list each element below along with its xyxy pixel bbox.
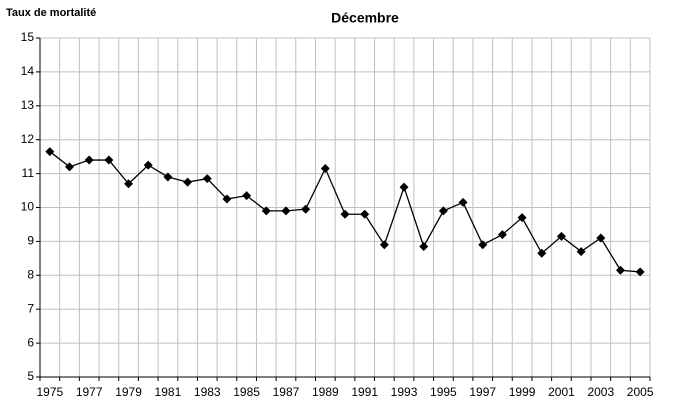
data-marker: [143, 160, 153, 170]
x-tick-label: 1975: [36, 385, 63, 399]
data-marker: [281, 206, 291, 216]
chart-title: Décembre: [331, 10, 399, 26]
y-tick-label: 7: [27, 301, 34, 315]
data-marker: [635, 267, 645, 277]
data-marker: [556, 231, 566, 241]
y-tick-label: 14: [21, 64, 35, 78]
data-marker: [340, 209, 350, 219]
data-marker: [615, 265, 625, 275]
data-marker: [399, 182, 409, 192]
y-tick-label: 8: [27, 267, 34, 281]
x-tick-label: 1985: [233, 385, 260, 399]
x-tick-label: 1995: [430, 385, 457, 399]
x-tick-label: 1987: [273, 385, 300, 399]
y-tick-label: 9: [27, 234, 34, 248]
y-tick-label: 10: [21, 200, 35, 214]
x-tick-label: 1993: [391, 385, 418, 399]
x-tick-label: 1981: [155, 385, 182, 399]
data-marker: [163, 172, 173, 182]
data-marker: [596, 233, 606, 243]
data-marker: [478, 240, 488, 250]
x-tick-label: 1979: [115, 385, 142, 399]
data-marker: [419, 241, 429, 251]
x-tick-label: 2003: [587, 385, 614, 399]
data-marker: [360, 209, 370, 219]
data-marker: [45, 147, 55, 157]
y-tick-label: 12: [21, 132, 35, 146]
y-tick-label: 11: [22, 166, 35, 180]
x-tick-label: 1983: [194, 385, 221, 399]
x-tick-label: 1977: [76, 385, 103, 399]
data-marker: [183, 177, 193, 187]
data-marker: [202, 174, 212, 184]
data-marker: [261, 206, 271, 216]
data-marker: [65, 162, 75, 172]
x-tick-label: 1991: [351, 385, 378, 399]
data-marker: [84, 155, 94, 165]
y-tick-label: 5: [27, 369, 34, 383]
x-tick-label: 1989: [312, 385, 339, 399]
data-marker: [537, 248, 547, 258]
data-marker: [576, 247, 586, 257]
data-marker: [497, 230, 507, 240]
data-marker: [301, 204, 311, 214]
data-marker: [222, 194, 232, 204]
data-marker: [379, 240, 389, 250]
data-marker: [242, 191, 252, 201]
data-marker: [104, 155, 114, 165]
x-tick-label: 1997: [469, 385, 496, 399]
data-marker: [517, 213, 527, 223]
data-marker: [124, 179, 134, 189]
x-tick-label: 2001: [548, 385, 575, 399]
data-marker: [438, 206, 448, 216]
x-tick-label: 1999: [509, 385, 536, 399]
data-marker: [458, 197, 468, 207]
y-tick-label: 13: [21, 98, 35, 112]
x-tick-label: 2005: [627, 385, 654, 399]
y-axis-label: Taux de mortalité: [6, 7, 96, 19]
y-tick-label: 6: [27, 335, 34, 349]
y-tick-label: 15: [21, 30, 35, 44]
data-marker: [320, 164, 330, 174]
